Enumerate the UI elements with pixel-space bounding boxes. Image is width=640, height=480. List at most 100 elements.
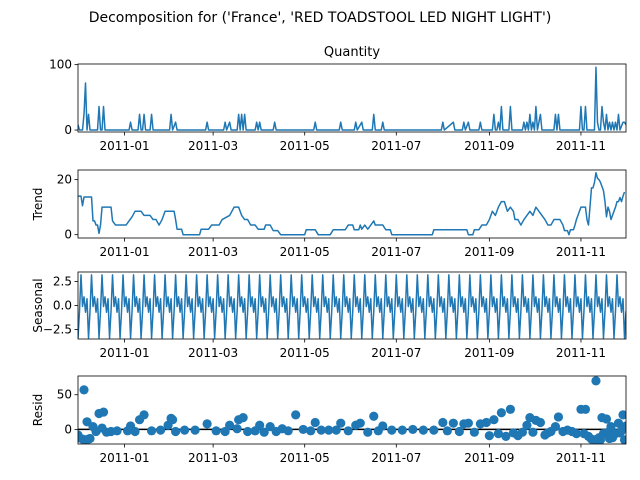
resid-point [496, 408, 506, 418]
resid-point [202, 419, 212, 429]
seasonal-panel: −2.5 0.0 2.5 2011-01 2011-03 2011-05 2011-07 20… [31, 271, 627, 360]
resid-point [79, 385, 89, 395]
resid-xtick-label: 2011-01 [99, 451, 149, 465]
resid-point [310, 417, 320, 428]
resid-panel: 0 50 2011-01 2011-03 2011-05 2011-07 2011-09 20… [31, 375, 627, 465]
trend-xtick-label: 2011-03 [188, 245, 238, 259]
resid-point [211, 426, 221, 436]
resid-point [606, 422, 616, 432]
subplot-panels: 0 100 2011-01 2011-03 2011-05 2011-07 2011-09 2… [31, 45, 627, 465]
quantity-series-line [78, 66, 626, 131]
resid-point [571, 428, 582, 439]
resid-point [378, 421, 388, 431]
resid-point [259, 427, 269, 437]
trend-panel: 0 20 2011-01 2011-03 2011-05 2011-07 2011-09 20… [31, 169, 627, 259]
resid-point [316, 425, 326, 435]
seasonal-series-line [78, 274, 626, 339]
resid-point [146, 426, 157, 436]
figure-suptitle: Decomposition for ('France', 'RED TOADST… [89, 10, 552, 26]
resid-point [517, 427, 528, 437]
trend-ytick-label: 0 [64, 228, 72, 242]
resid-point [429, 425, 439, 435]
resid-point [613, 418, 624, 428]
quantity-xtick-label: 2011-01 [99, 139, 149, 153]
resid-point [298, 424, 308, 435]
resid-point [618, 410, 626, 420]
resid-ylabel: Resid [31, 394, 45, 426]
resid-point [291, 410, 301, 420]
resid-point [397, 425, 407, 435]
seasonal-xtick-label: 2011-05 [280, 346, 330, 360]
resid-point [283, 426, 293, 436]
resid-point [85, 433, 95, 444]
resid-point [343, 426, 353, 436]
seasonal-ylabel: Seasonal [31, 278, 45, 332]
resid-point [170, 426, 181, 437]
resid-point [418, 425, 428, 435]
quantity-ytick-label: 100 [49, 58, 72, 72]
quantity-plot-area [78, 66, 626, 131]
resid-xtick-label: 2011-11 [556, 451, 606, 465]
resid-point [155, 425, 166, 435]
resid-point [501, 431, 511, 441]
resid-xtick-label: 2011-05 [280, 451, 330, 465]
trend-xtick-label: 2011-01 [99, 245, 149, 259]
resid-point [463, 418, 473, 428]
resid-xtick-label: 2011-03 [188, 451, 238, 465]
quantity-panel: 0 100 2011-01 2011-03 2011-05 2011-07 2011-09 2… [49, 45, 627, 153]
resid-axes-frame [77, 375, 627, 445]
resid-point [438, 417, 448, 428]
seasonal-xtick-label: 2011-01 [99, 346, 149, 360]
resid-point [493, 428, 503, 439]
quantity-ytick-label: 0 [64, 123, 72, 137]
seasonal-ytick-label: −2.5 [43, 322, 72, 336]
resid-point [324, 425, 334, 435]
resid-point [484, 431, 494, 441]
resid-point [98, 407, 109, 417]
resid-point [448, 418, 458, 428]
resid-point [331, 425, 341, 435]
resid-point [363, 427, 373, 437]
resid-point [591, 376, 601, 386]
resid-ytick-label: 0 [64, 422, 72, 436]
resid-point [553, 412, 564, 422]
resid-point [535, 417, 546, 428]
seasonal-ytick-label: 0.0 [53, 299, 72, 313]
resid-point [369, 411, 379, 421]
resid-point [580, 404, 591, 414]
resid-point [387, 425, 397, 435]
resid-point [139, 410, 149, 420]
seasonal-plot-area [78, 274, 626, 339]
resid-point [238, 413, 248, 423]
resid-point [190, 425, 200, 435]
resid-point [619, 435, 626, 444]
resid-point [454, 426, 464, 437]
resid-point [355, 418, 365, 428]
quantity-panel-title: Quantity [324, 45, 380, 60]
resid-point [180, 425, 190, 435]
resid-point [408, 424, 418, 435]
resid-point [550, 422, 561, 432]
quantity-xtick-label: 2011-05 [280, 139, 330, 153]
trend-xtick-label: 2011-11 [556, 245, 606, 259]
trend-xtick-label: 2011-09 [464, 245, 514, 259]
resid-point [601, 414, 612, 424]
trend-xtick-label: 2011-05 [280, 245, 330, 259]
resid-point [489, 415, 499, 425]
resid-point [243, 426, 253, 437]
resid-point [481, 417, 491, 428]
resid-point [469, 427, 479, 437]
quantity-xtick-label: 2011-03 [188, 139, 238, 153]
resid-xtick-label: 2011-09 [464, 451, 514, 465]
resid-point [167, 415, 178, 425]
quantity-xtick-label: 2011-09 [464, 139, 514, 153]
seasonal-ytick-label: 2.5 [53, 275, 72, 289]
resid-ytick-label: 50 [57, 388, 72, 402]
resid-point [522, 420, 532, 430]
resid-point [505, 404, 515, 414]
trend-series-line [78, 172, 626, 236]
resid-plot-area [78, 376, 626, 444]
quantity-xtick-label: 2011-11 [556, 139, 606, 153]
resid-point [621, 421, 626, 431]
